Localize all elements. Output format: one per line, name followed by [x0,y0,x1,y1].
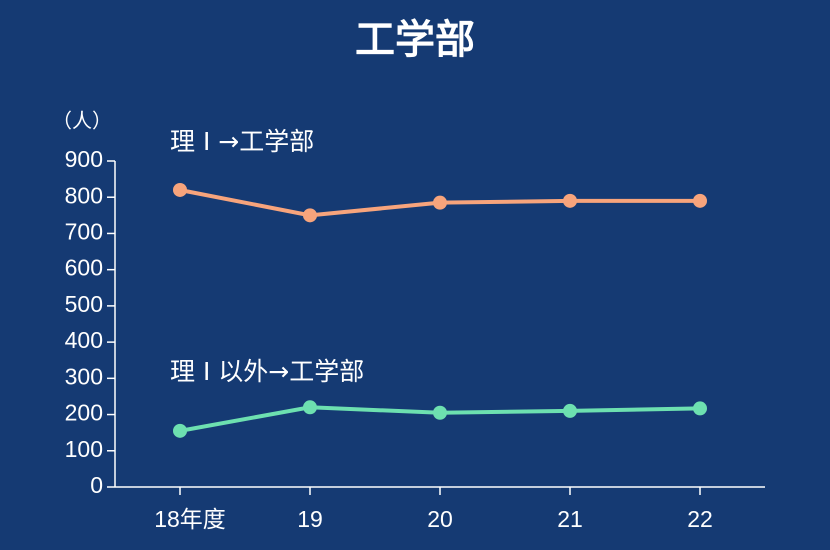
y-tick-label: 800 [65,182,103,208]
y-tick-label: 200 [65,400,103,426]
data-point [693,193,707,208]
series-label: 理 I 以外→工学部 [170,357,364,386]
x-tick-label: 18年度 [154,506,226,532]
data-point [563,403,577,418]
series-label: 理 I →工学部 [170,127,314,156]
data-point [563,193,577,208]
y-tick-label: 600 [65,255,103,281]
x-tick-label: 19 [297,506,323,532]
y-tick-label: 300 [65,363,103,389]
y-tick-label: 500 [65,291,103,317]
y-axis-label: （人） [52,109,112,133]
data-point [173,182,187,197]
data-point [433,405,447,420]
y-tick-label: 900 [65,146,103,172]
x-tick-label: 22 [687,506,713,532]
y-tick-label: 400 [65,327,103,353]
data-point [303,208,317,223]
y-tick-label: 0 [90,472,103,498]
data-point [303,400,317,415]
data-point [173,423,187,438]
data-point [433,195,447,210]
y-tick-label: 700 [65,219,103,245]
data-point [693,401,707,416]
x-tick-label: 20 [427,506,453,532]
chart-title: 工学部 [355,17,475,63]
x-tick-label: 21 [557,506,583,532]
y-tick-label: 100 [65,436,103,462]
